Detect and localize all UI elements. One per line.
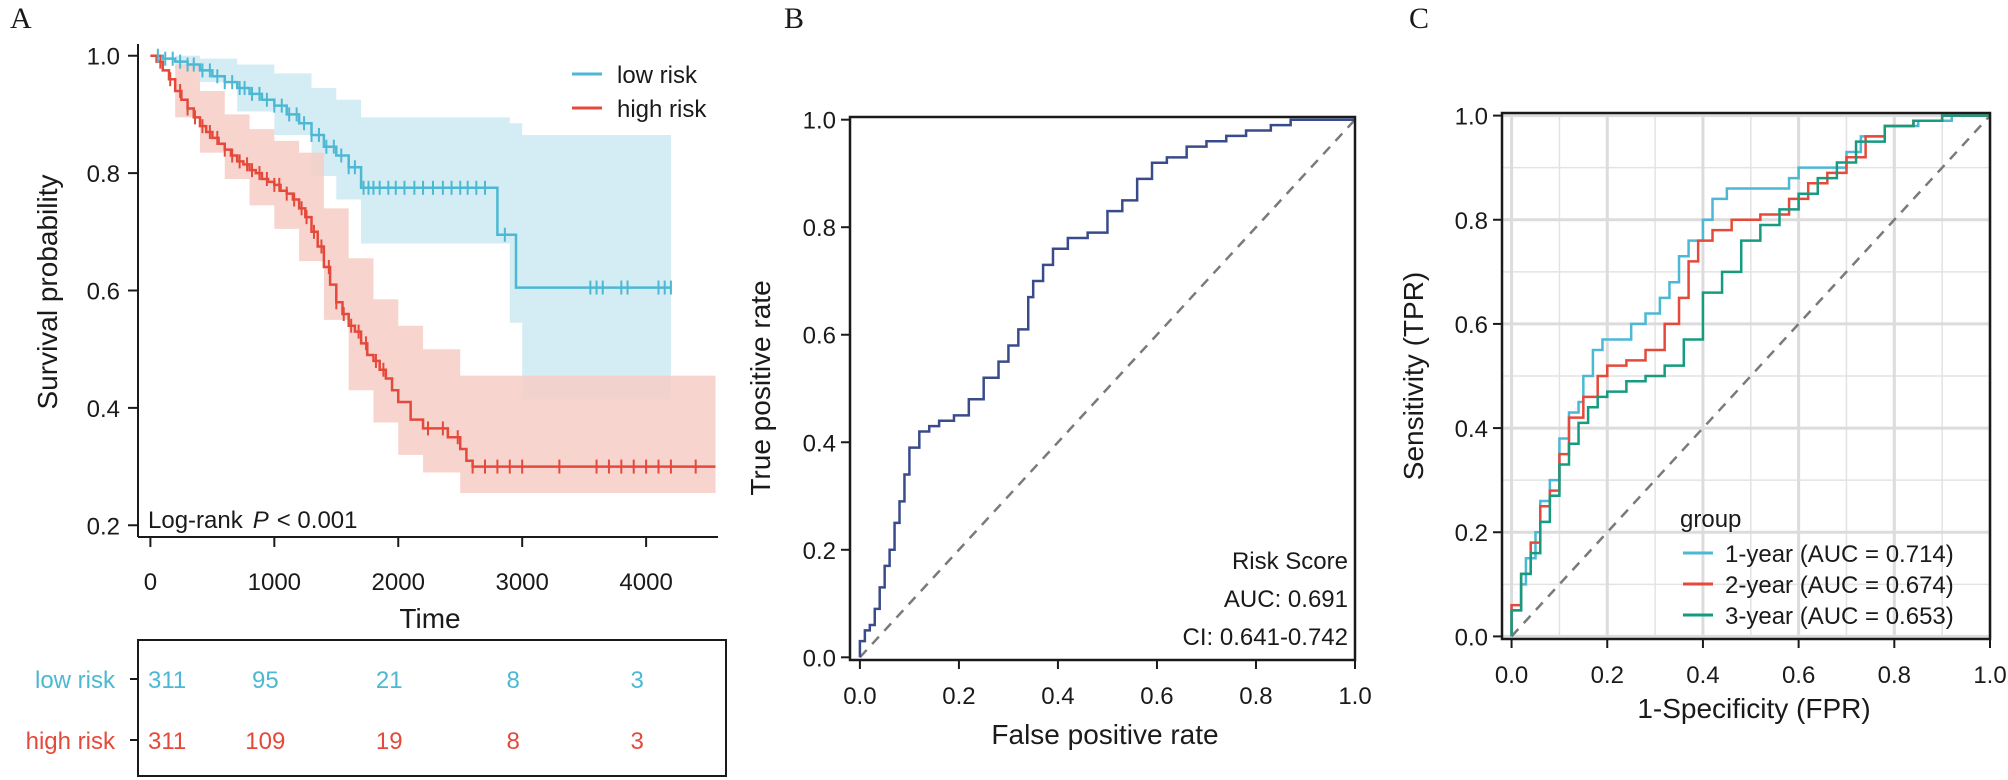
km-x-tick-label: 3000	[495, 569, 548, 596]
roc-y-tick-label: 1.0	[803, 108, 836, 135]
km-panel: 0 1000 2000 3000 4000 0.2 0.4 0.6 0.8 1.0 Time S…	[26, 44, 727, 777]
roc1-annotation-auc: AUC: 0.691	[1224, 586, 1348, 613]
km-y-tick-label: 0.6	[87, 279, 120, 306]
roc-x-tick-label: 0.8	[1878, 662, 1911, 689]
roc3-x-ticks: 0.0 0.2 0.4 0.6 0.8 1.0	[1495, 639, 2007, 689]
roc-x-tick-label: 0.0	[1495, 662, 1528, 689]
roc3-legend-3yr-label: 3-year (AUC = 0.653)	[1725, 603, 1954, 630]
roc-y-tick-label: 0.6	[1455, 312, 1488, 339]
km-confidence-bands	[150, 55, 716, 493]
km-logrank-p: P	[253, 507, 269, 534]
risk-table-count: 311	[148, 667, 186, 694]
roc3-frame	[1500, 111, 1992, 641]
roc-curve-1	[858, 118, 1355, 658]
roc3-legend-2yr-label: 2-year (AUC = 0.674)	[1725, 572, 1954, 599]
roc-x-tick-label: 0.6	[1782, 662, 1815, 689]
roc-y-tick-label: 0.0	[803, 645, 836, 672]
km-x-tick-label: 4000	[619, 569, 672, 596]
roc3-y-ticks: 0.0 0.2 0.4 0.6 0.8 1.0	[1455, 104, 1502, 651]
km-band-high	[150, 55, 716, 493]
risk-table-count: 8	[507, 667, 520, 694]
panel-letter-a: A	[10, 2, 32, 35]
roc-y-tick-label: 0.2	[1455, 520, 1488, 547]
roc-x-tick-label: 1.0	[1973, 662, 2006, 689]
roc-reference-diagonal	[1510, 114, 1991, 638]
km-y-tick-label: 0.4	[87, 396, 120, 423]
roc-x-tick-label: 0.0	[843, 683, 876, 710]
risk-table-count: 3	[630, 728, 643, 755]
km-x-ticks: 0 1000 2000 3000 4000	[144, 537, 673, 596]
km-x-tick-label: 0	[144, 569, 157, 596]
roc-y-tick-label: 0.6	[803, 323, 836, 350]
risk-table-label-high: high risk	[26, 728, 116, 755]
risk-table-count: 19	[376, 728, 403, 755]
km-y-ticks: 0.2 0.4 0.6 0.8 1.0	[87, 44, 138, 540]
roc-curve-2	[1510, 114, 1990, 637]
km-censor-marks	[156, 48, 697, 474]
risk-table-count: 21	[376, 667, 403, 694]
roc1-annotation-ci: CI: 0.641-0.742	[1183, 624, 1348, 651]
roc-y-tick-label: 1.0	[1455, 104, 1488, 131]
roc1-content	[858, 118, 1356, 659]
roc-y-tick-label: 0.2	[803, 538, 836, 565]
risk-table-frame	[137, 639, 727, 777]
roc3-legend-title: group	[1680, 506, 1741, 533]
km-curve-high	[150, 54, 716, 468]
km-logrank-suffix: < 0.001	[277, 507, 358, 534]
roc1-x-ticks: 0.0 0.2 0.4 0.6 0.8 1.0	[843, 660, 1372, 710]
risk-table-count: 109	[245, 728, 285, 755]
risk-table-count: 8	[507, 728, 520, 755]
roc-y-tick-label: 0.4	[1455, 416, 1488, 443]
roc-reference-diagonal	[858, 118, 1356, 659]
roc1-x-axis-title: False positive rate	[991, 719, 1218, 750]
roc-x-tick-label: 0.8	[1239, 683, 1272, 710]
roc-y-tick-label: 0.8	[1455, 208, 1488, 235]
roc-risk-score-panel: 0.0 0.2 0.4 0.6 0.8 1.0 0.0 0.2 0.4 0.6 0.8 1.0 Fa…	[745, 108, 1372, 750]
panel-letter-b: B	[784, 2, 804, 35]
roc-x-tick-label: 0.6	[1140, 683, 1173, 710]
roc1-frame	[848, 115, 1357, 662]
roc1-annotation-title: Risk Score	[1232, 548, 1348, 575]
km-x-tick-label: 2000	[372, 569, 425, 596]
km-y-tick-label: 0.8	[87, 161, 120, 188]
km-x-tick-label: 1000	[248, 569, 301, 596]
km-band-low	[150, 55, 671, 400]
roc1-y-ticks: 0.0 0.2 0.4 0.6 0.8 1.0	[803, 108, 850, 672]
roc3-y-axis-title: Sensitivity (TPR)	[1398, 272, 1429, 480]
km-legend-high-label: high risk	[617, 96, 707, 123]
risk-table-counts: 311 95 21 8 3 311 109 19 8 3	[148, 667, 644, 755]
roc-y-tick-label: 0.4	[803, 430, 836, 457]
km-logrank-prefix: Log-rank	[148, 507, 244, 534]
roc-x-tick-label: 0.2	[1591, 662, 1624, 689]
km-logrank-annotation: Log-rank P < 0.001	[148, 507, 358, 534]
km-y-axis-title: Survival probability	[32, 175, 63, 410]
roc-x-tick-label: 0.4	[1041, 683, 1074, 710]
risk-table-count: 311	[148, 728, 186, 755]
roc-y-tick-label: 0.0	[1455, 624, 1488, 651]
roc-y-tick-label: 0.8	[803, 215, 836, 242]
km-legend-low-label: low risk	[617, 62, 698, 89]
roc3-x-axis-title: 1-Specificity (FPR)	[1637, 693, 1870, 724]
roc-curve-3	[1510, 114, 1990, 637]
panel-letter-c: C	[1409, 2, 1429, 35]
roc3-legend-1yr-label: 1-year (AUC = 0.714)	[1725, 541, 1954, 568]
km-y-tick-label: 0.2	[87, 513, 120, 540]
roc1-y-axis-title: True positive rate	[745, 280, 776, 495]
km-y-tick-label: 1.0	[87, 44, 120, 71]
risk-table-count: 95	[252, 667, 279, 694]
roc-x-tick-label: 1.0	[1338, 683, 1371, 710]
roc-x-tick-label: 0.2	[942, 683, 975, 710]
roc3-content	[1510, 114, 1991, 638]
risk-table-count: 3	[630, 667, 643, 694]
km-x-axis-title: Time	[399, 603, 460, 634]
roc-time-dependent-panel: 0.0 0.2 0.4 0.6 0.8 1.0 0.0 0.2 0.4 0.6 0.8 1.0 1-…	[1398, 104, 2007, 724]
roc-x-tick-label: 0.4	[1686, 662, 1719, 689]
risk-table-label-low: low risk	[35, 667, 116, 694]
